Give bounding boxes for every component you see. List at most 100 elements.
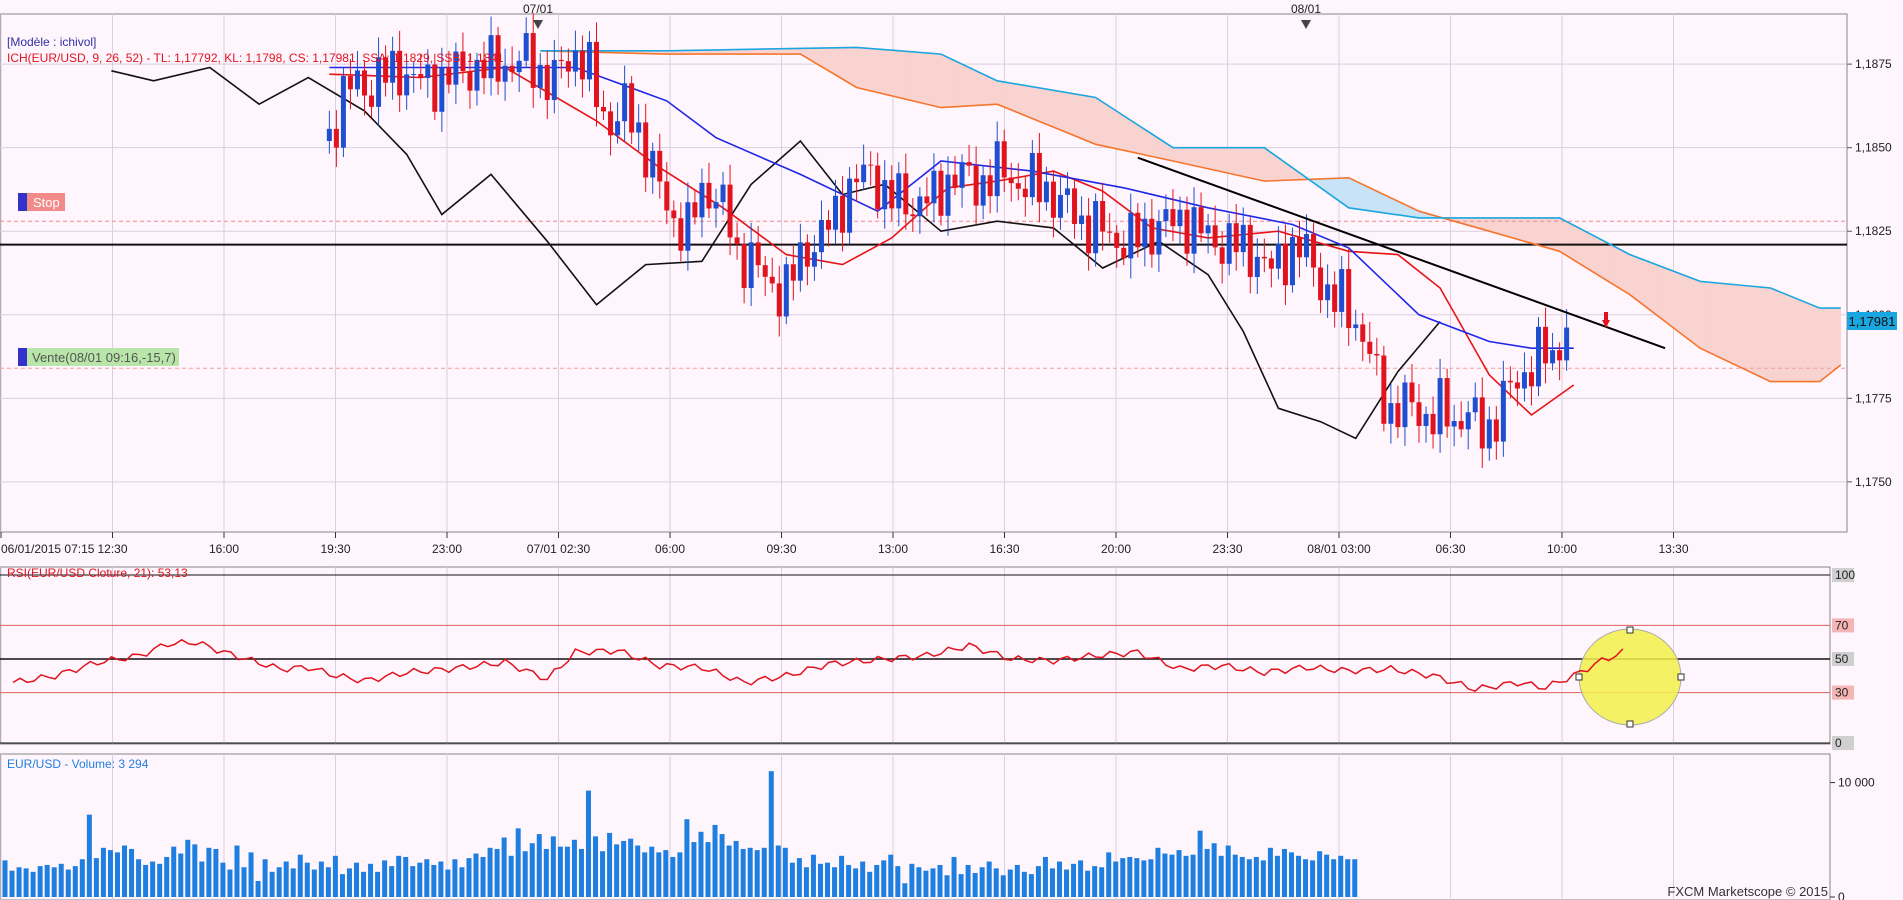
volume-bar: [339, 874, 345, 897]
ellipse-handle-right[interactable]: [1677, 673, 1685, 681]
volume-bar: [1049, 868, 1055, 897]
sell-marker-handle[interactable]: [18, 348, 27, 366]
cloud-segment: [1706, 281, 1715, 356]
candle-bull: [615, 121, 621, 136]
candle-bull: [354, 70, 360, 90]
candle-bull: [1079, 215, 1085, 224]
candle-bear: [467, 71, 473, 91]
cloud-segment: [1826, 307, 1835, 377]
volume-bar: [810, 854, 816, 897]
volume-bar: [803, 867, 809, 897]
candle-bear: [1374, 353, 1380, 356]
rsi-tick-box: [1832, 618, 1854, 633]
candle-bear: [1282, 243, 1288, 286]
candle-bear: [1381, 355, 1387, 424]
volume-bar: [248, 852, 254, 897]
volume-bar: [796, 858, 802, 897]
candle-bear: [446, 67, 452, 85]
candle-bull: [1388, 403, 1394, 424]
volume-bar: [452, 859, 458, 897]
candle-bull: [1437, 378, 1443, 435]
candle-bull: [411, 74, 417, 76]
cloud-segment: [1109, 106, 1117, 150]
volume-bar: [698, 831, 704, 897]
volume-bar: [1352, 859, 1358, 897]
candle-bear: [601, 107, 607, 112]
volume-bar: [761, 847, 767, 897]
candle-bull: [1093, 200, 1099, 254]
volume-bar: [740, 848, 746, 897]
candle-bear: [664, 181, 670, 211]
stop-marker-handle[interactable]: [18, 193, 27, 211]
volume-bar: [304, 862, 310, 897]
trendline[interactable]: [1137, 156, 1666, 350]
candle-bear: [1430, 413, 1436, 435]
ellipse-handle-left[interactable]: [1575, 673, 1583, 681]
candle-bull: [551, 59, 557, 101]
volume-bar: [241, 867, 247, 897]
volume-bar: [269, 871, 275, 897]
cloud-segment: [891, 49, 900, 98]
candle-bear: [333, 128, 339, 148]
cloud-segment: [1735, 284, 1743, 369]
candle-bull: [1304, 234, 1310, 258]
volume-bar: [424, 859, 430, 897]
volume-bar: [508, 855, 514, 897]
rsi-grid: [0, 567, 1674, 744]
time-label: 23:00: [432, 542, 462, 556]
cloud-segment: [1186, 147, 1195, 166]
cloud-segment: [1067, 92, 1075, 137]
volume-bar: [100, 847, 106, 897]
volume-bar: [909, 863, 915, 897]
current-price-tag: 1,17981: [1847, 312, 1897, 330]
highlight-ellipse[interactable]: [1578, 628, 1682, 726]
rsi-tick-box: [1832, 652, 1854, 666]
volume-bar: [916, 867, 922, 897]
cloud-segment: [1692, 278, 1701, 349]
volume-bar: [220, 862, 226, 897]
candle-bear: [397, 50, 403, 96]
candlesticks: [326, 13, 1570, 468]
volume-bar: [93, 858, 99, 897]
cloud-segment: [1587, 232, 1595, 274]
volume-bar: [578, 848, 584, 897]
stop-marker[interactable]: Stop: [18, 193, 65, 211]
candle-bear: [369, 95, 375, 107]
volume-bar: [789, 862, 795, 897]
cloud-segment: [1749, 285, 1757, 376]
cloud-segment: [1221, 147, 1230, 174]
candle-bear: [1444, 378, 1450, 427]
candle-bull: [945, 174, 951, 216]
volume-bar: [691, 842, 697, 897]
volume-panel[interactable]: 10 000 0 EUR/USD - Volume: 3 294: [0, 753, 1875, 900]
down-arrow-icon-stem: [1604, 312, 1608, 321]
candle-bear: [608, 111, 614, 136]
candle-bull: [1128, 212, 1134, 259]
sell-marker[interactable]: Vente(08/01 09:16,-15,7): [18, 348, 179, 366]
candle-bear: [987, 175, 993, 197]
volume-bar: [1085, 870, 1091, 897]
volume-bar: [37, 866, 43, 897]
ellipse-handle-top[interactable]: [1626, 626, 1634, 634]
volume-bar: [171, 846, 177, 897]
volume-bar: [635, 845, 641, 897]
candle-bear: [840, 195, 846, 233]
cloud-segment: [1116, 110, 1124, 151]
ellipse-handle-bottom[interactable]: [1626, 720, 1634, 728]
volume-bar: [600, 851, 606, 897]
cloud-segment: [919, 52, 928, 105]
candle-bull: [1536, 326, 1542, 387]
candle-bear: [868, 164, 874, 166]
volume-bar: [951, 856, 957, 897]
candle-bull: [516, 60, 522, 73]
price-grid: [0, 14, 1847, 532]
cloud-segment: [1714, 282, 1722, 359]
candle-bear: [629, 83, 635, 133]
volume-bar: [1183, 855, 1189, 897]
volume-bar: [1162, 853, 1168, 897]
volume-bar: [389, 866, 395, 897]
rsi-panel[interactable]: 100 70 50 30 0 RSI(EUR/USD Cloture, 21): 53,…: [0, 566, 1855, 750]
volume-bar: [255, 880, 261, 897]
